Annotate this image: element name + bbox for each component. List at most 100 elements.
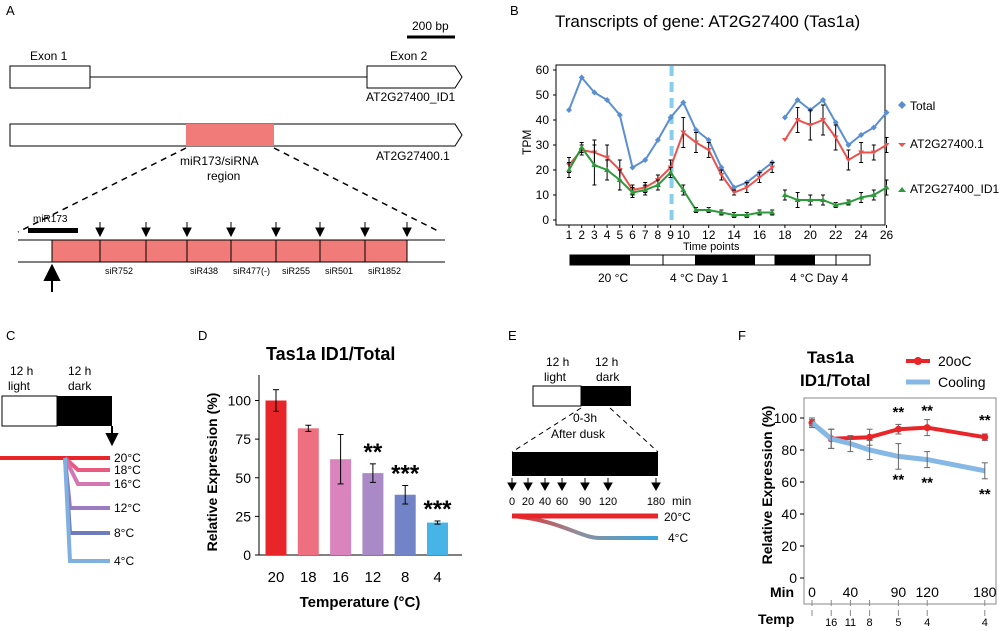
chart-d-yticks: 0 25 50 75 100 [228, 393, 259, 563]
panel-e: E 12 h light 12 h dark 0-3h After dusk 0… [507, 328, 691, 545]
chart-f-xticks: 0 40 90 120 180 16 11 8 5 4 4 [808, 584, 997, 629]
x-tick-label: 14 [727, 228, 741, 242]
x-tick-label: 20 [268, 569, 285, 586]
mir-region-box [186, 124, 274, 146]
data-point [894, 425, 902, 433]
data-point [781, 114, 788, 121]
data-point [591, 89, 598, 96]
data-point [769, 209, 776, 215]
exon1-label: Exon 1 [30, 49, 68, 63]
data-point [705, 137, 712, 143]
exon2-label: Exon 2 [390, 49, 428, 63]
temp-line [63, 457, 110, 563]
panel-a: A 200 bp Exon 1 Exon 2 AT2G27400_ID1 AT2… [6, 3, 463, 292]
data-point [578, 74, 585, 81]
legend-label-id1: AT2G27400_ID1 [910, 182, 999, 196]
temp-label: 18°C [114, 463, 141, 477]
time-label: 40 [539, 496, 551, 508]
x-tick-label: 3 [591, 228, 598, 242]
bar [330, 459, 352, 555]
legend-label-warm: 20oC [938, 353, 971, 369]
time-label: 180 [647, 496, 665, 508]
data-point [866, 433, 874, 441]
x-tick-label: 120 [916, 584, 940, 600]
data-point [845, 158, 852, 162]
data-point [693, 207, 699, 212]
bar [427, 522, 448, 555]
sirna-label: siR255 [282, 266, 310, 276]
chart-d-title: Tas1a ID1/Total [266, 344, 395, 364]
time-label: 90 [579, 496, 591, 508]
data-point [667, 169, 674, 175]
y-tick-label: 0 [789, 570, 797, 586]
data-point [794, 97, 801, 103]
data-point [870, 124, 877, 131]
chart-b-ylabel: TPM [520, 130, 534, 155]
c-light-block [1, 395, 58, 427]
significance-stars: ** [893, 404, 905, 421]
bar [362, 473, 384, 555]
data-point [616, 177, 623, 182]
c-light-line2: light [8, 379, 31, 393]
data-point [883, 109, 890, 116]
data-point [718, 164, 725, 171]
x-tick-label: 6 [629, 228, 636, 242]
data-point [832, 202, 839, 207]
time-label: 20 [522, 496, 534, 508]
legend-label-cool: Cooling [938, 374, 985, 390]
e-sampling-arrows: 0 20 40 60 90 120 180 [507, 478, 665, 508]
y-tick-label: 40 [536, 113, 550, 127]
e-dark-window [512, 452, 658, 476]
x-tick-label: 7 [642, 228, 649, 242]
data-point [680, 130, 687, 135]
data-point [820, 97, 826, 103]
y-tick-label: 60 [536, 63, 550, 77]
data-point [629, 164, 636, 171]
e-zoom-right [609, 407, 659, 453]
sirna-labels: siR752 siR438 siR477(-) siR255 siR501 si… [105, 266, 401, 276]
x-tick-label: 18 [778, 228, 792, 242]
x-tick-label: 12 [365, 569, 382, 586]
temp-tick-label: 11 [845, 617, 856, 629]
sampling-arrow [523, 478, 533, 492]
sirna-label: siR438 [190, 266, 218, 276]
c-dark-line1: 12 h [68, 364, 91, 378]
sirna-label: siR1852 [368, 266, 401, 276]
x-tick-label: 4 [433, 569, 441, 586]
x-tick-label: 9 [667, 228, 674, 242]
exon2-arrow [366, 65, 463, 89]
y-tick-label: 100 [774, 410, 798, 426]
chart-b-title: Transcripts of gene: AT2G27400 (Tas1a) [555, 12, 860, 31]
data-point [858, 132, 865, 138]
x-tick-label: 90 [891, 584, 907, 600]
data-point [654, 182, 661, 187]
e-dark-line1: 12 h [595, 355, 618, 369]
y-tick-label: 80 [781, 442, 797, 458]
data-point [629, 189, 636, 195]
y-tick-label: 75 [235, 431, 251, 447]
data-point [693, 140, 699, 145]
legend-marker-warm [914, 357, 922, 365]
time-label: 0 [509, 496, 515, 508]
id1-transcript-label: AT2G27400_ID1 [366, 90, 455, 104]
data-point [870, 150, 877, 155]
x-tick-label: 8 [655, 228, 662, 242]
x-tick-label: 5 [616, 228, 623, 242]
time-label: 120 [599, 496, 617, 508]
data-point [781, 192, 788, 197]
panel-letter-c: C [6, 328, 15, 343]
y-tick-label: 20 [536, 163, 550, 177]
data-point [756, 209, 763, 215]
t1-transcript-label: AT2G27400.1 [376, 149, 450, 163]
data-point [680, 99, 687, 106]
data-point [705, 207, 712, 212]
data-point [578, 144, 585, 150]
data-point [680, 187, 687, 192]
sampling-arrow [651, 478, 661, 492]
data-point [832, 135, 839, 140]
e-window-line2: After dusk [551, 427, 606, 441]
data-point [794, 197, 801, 202]
sirna-label: siR752 [105, 266, 133, 276]
data-point [807, 123, 814, 127]
data-point [756, 175, 763, 180]
